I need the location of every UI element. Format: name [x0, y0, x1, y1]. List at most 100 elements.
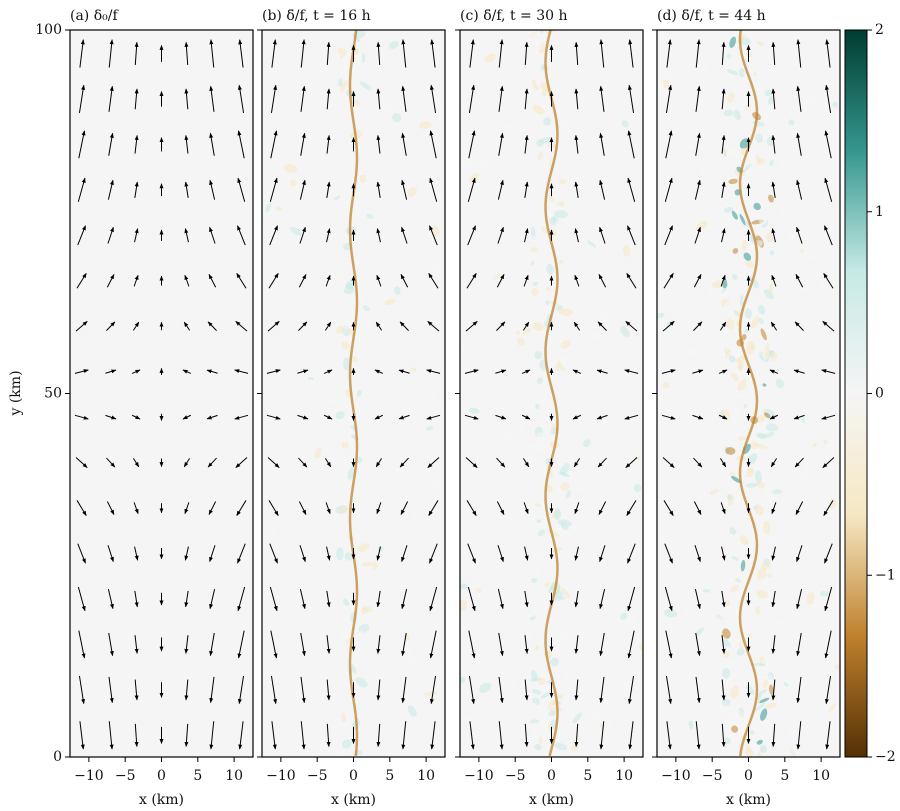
quiver-arrow: [599, 676, 605, 704]
quiver-arrow: [497, 545, 504, 563]
quiver-arrow: [497, 226, 504, 244]
quiver-arrow: [376, 134, 381, 154]
quiver-arrow: [796, 588, 803, 610]
quiver-arrow: [821, 369, 836, 374]
quiver-arrow: [108, 632, 114, 657]
field-blob: [726, 318, 735, 330]
field-blob: [461, 157, 472, 170]
quiver-arrow: [694, 588, 701, 610]
quiver-arrow: [429, 177, 438, 202]
field-blob: [769, 169, 780, 178]
field-blob: [355, 677, 368, 688]
quiver-arrow: [78, 675, 86, 705]
field-blob: [657, 56, 662, 62]
field-blob: [391, 156, 399, 162]
quiver-arrow: [267, 320, 280, 332]
field-blob: [359, 358, 372, 363]
field-blob: [342, 194, 350, 205]
field-blob: [545, 286, 551, 292]
field-blob: [793, 659, 803, 669]
field-blob: [684, 652, 692, 658]
field-blob: [307, 376, 314, 381]
field-blob: [661, 478, 669, 485]
quiver-arrow: [184, 502, 190, 515]
field-blob: [770, 241, 775, 247]
field-blob: [727, 494, 732, 501]
field-blob: [357, 616, 363, 621]
quiver-arrow: [824, 675, 832, 705]
quiver-arrow: [572, 414, 582, 420]
field-blob: [761, 562, 771, 570]
field-blob: [559, 462, 570, 475]
field-blob: [779, 159, 785, 169]
field-blob: [395, 467, 405, 477]
field-blob: [538, 603, 551, 613]
colorbar-tick-label: 0: [875, 386, 884, 402]
quiver-arrow: [771, 41, 776, 65]
y-axis-label: y (km): [8, 370, 24, 416]
quiver-arrow: [574, 546, 579, 561]
field-blob: [487, 135, 493, 141]
field-blob: [532, 322, 544, 332]
quiver-arrow: [237, 675, 245, 705]
quiver-arrow: [184, 723, 189, 748]
quiver-arrow: [465, 457, 478, 468]
quiver-arrow: [468, 130, 476, 159]
quiver-arrow: [665, 84, 673, 113]
quiver-arrow: [693, 321, 703, 332]
quiver-arrow: [524, 228, 529, 243]
quiver-arrow: [326, 228, 331, 243]
quiver-arrow: [496, 501, 505, 515]
field-blob: [724, 680, 733, 687]
quiver-arrow: [401, 85, 407, 112]
field-blob: [744, 260, 755, 268]
field-blob: [531, 251, 538, 263]
field-blob: [735, 80, 744, 91]
quiver-arrow: [299, 179, 306, 200]
quiver-arrow: [238, 39, 244, 68]
field-blob: [512, 527, 520, 541]
field-blob: [751, 722, 758, 728]
quiver-arrow: [269, 586, 278, 612]
quiver-arrow: [574, 181, 579, 198]
field-blob: [675, 637, 687, 645]
quiver-arrow: [269, 225, 278, 246]
field-blob: [272, 377, 280, 381]
field-blob: [269, 320, 275, 328]
field-blob: [350, 663, 357, 674]
field-blob: [558, 308, 565, 315]
quiver-arrow: [428, 500, 439, 516]
field-blob: [528, 206, 542, 211]
quiver-arrow: [300, 721, 306, 750]
quiver-arrow: [771, 228, 776, 243]
x-tick-label: −5: [115, 768, 136, 784]
field-blob: [335, 411, 345, 420]
quiver-arrow: [693, 501, 702, 515]
quiver-arrow: [429, 84, 437, 113]
field-blob: [354, 487, 367, 496]
field-blob: [802, 464, 810, 476]
field-blob: [728, 118, 736, 127]
field-blob: [560, 522, 569, 531]
field-blob: [549, 641, 563, 649]
x-tick-label: −5: [702, 768, 723, 784]
quiver-arrow: [721, 88, 726, 110]
field-blob: [754, 470, 762, 484]
quiver-arrow: [106, 273, 115, 288]
quiver-arrow: [574, 590, 579, 608]
quiver-arrow: [270, 630, 278, 659]
field-blob: [509, 679, 518, 688]
quiver-arrow: [695, 132, 701, 156]
quiver-arrow: [795, 273, 804, 288]
field-blob: [262, 521, 272, 529]
quiver-arrow: [599, 588, 606, 610]
quiver-arrow: [376, 228, 381, 243]
field-blob: [728, 178, 738, 185]
field-blob: [731, 210, 738, 220]
field-blob: [550, 617, 557, 624]
quiver-arrow: [106, 501, 115, 515]
field-blob: [787, 326, 800, 335]
field-blob: [352, 99, 361, 107]
field-blob: [730, 372, 739, 382]
field-blob: [558, 121, 572, 129]
